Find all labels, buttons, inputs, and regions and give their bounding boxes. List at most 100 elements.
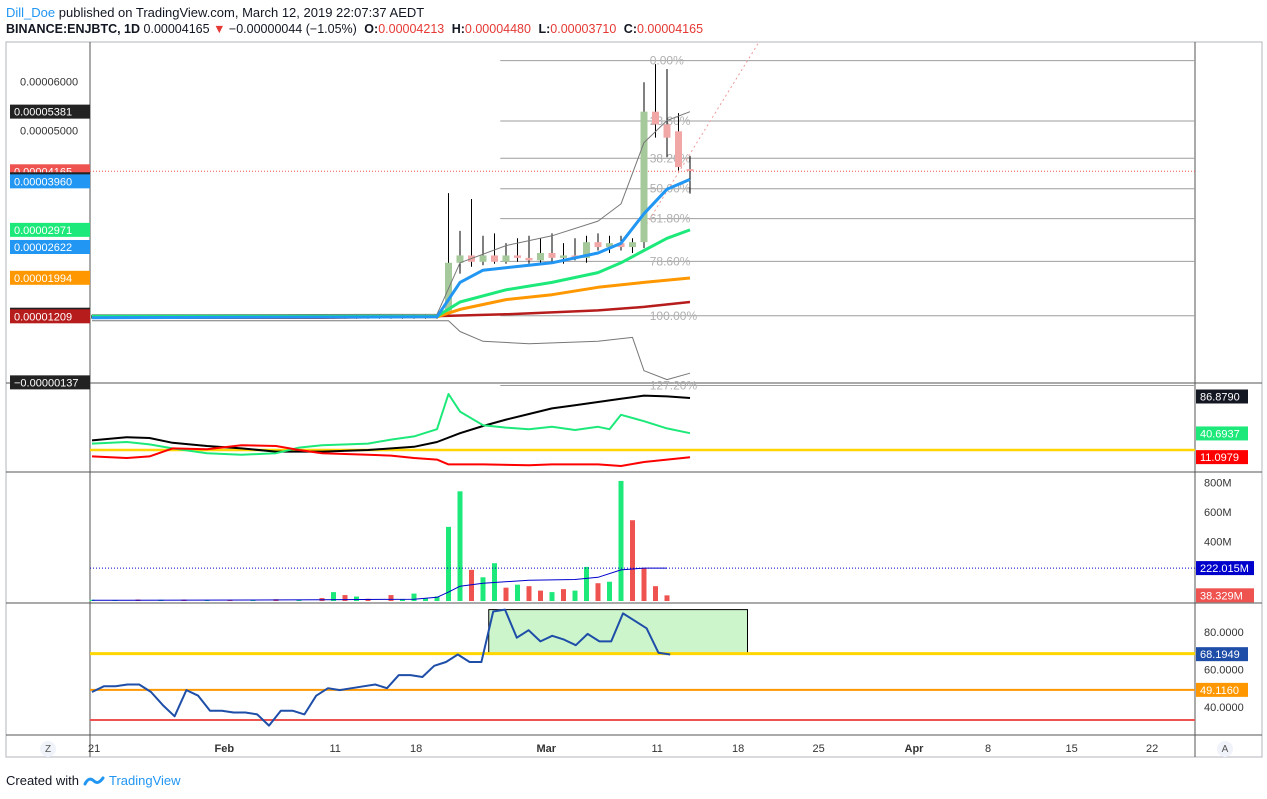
volume-bar — [331, 592, 336, 601]
low-value: 0.00003710 — [550, 22, 617, 36]
rsi-axis-tick: 60.0000 — [1204, 665, 1244, 677]
footer: Created with TradingView — [6, 773, 181, 788]
time-axis-tick: Mar — [537, 743, 557, 755]
dmi-series-line-2 — [91, 444, 691, 467]
volume-bar — [630, 520, 635, 601]
volume-bar — [549, 592, 555, 601]
fib-label-1: 23.60% — [650, 114, 691, 128]
volume-bar — [538, 590, 543, 601]
volume-bar — [354, 596, 359, 601]
volume-label-1: 38.329M — [1200, 590, 1243, 602]
volume-bar — [503, 587, 509, 601]
price-label-0: 0.00005381 — [14, 107, 72, 119]
tradingview-brand[interactable]: TradingView — [108, 773, 181, 788]
time-axis-tick: 18 — [410, 743, 422, 755]
fib-label-4: 61.80% — [650, 212, 691, 226]
volume-bar — [515, 584, 520, 601]
price-label-0-bg — [10, 104, 90, 119]
candle-body — [663, 124, 671, 138]
candle-body — [502, 255, 510, 262]
volume-axis-tick: 400M — [1204, 537, 1232, 549]
price-label-5-bg — [10, 239, 90, 254]
dmi-label-2-bg — [1196, 450, 1248, 465]
low-label: L: — [538, 22, 551, 36]
time-axis-tick: 15 — [1066, 743, 1078, 755]
volume-bar — [526, 586, 532, 601]
price-label-3: 0.00003960 — [14, 176, 72, 188]
down-arrow-icon: ▼ — [213, 22, 226, 36]
candle-body — [514, 255, 521, 258]
zoom-button[interactable]: Z — [40, 741, 56, 757]
time-axis-tick: Apr — [905, 743, 925, 755]
candle-body — [548, 252, 556, 258]
volume-bar — [607, 581, 612, 601]
time-axis-tick: Feb — [215, 743, 235, 755]
volume-bar — [411, 593, 417, 601]
close-label: C: — [623, 22, 637, 36]
volume-bar — [480, 577, 486, 601]
open-value: 0.00004213 — [378, 22, 445, 36]
volume-bar — [342, 595, 348, 601]
rsi-label-0-bg — [1196, 647, 1248, 662]
ema-blue-line — [91, 178, 691, 320]
dmi-label-0-bg — [1196, 389, 1248, 404]
rsi-label-0: 68.1949 — [1200, 649, 1240, 661]
dmi-label-2: 11.0979 — [1200, 452, 1239, 464]
price-axis-tick: 0.00006000 — [20, 76, 78, 88]
trend-dotted-line — [643, 41, 760, 229]
volume-ma-line — [91, 567, 667, 601]
rsi-axis-tick: 40.0000 — [1204, 702, 1244, 714]
volume-bar — [296, 599, 302, 601]
volume-bar — [89, 599, 95, 601]
time-axis-tick: 18 — [732, 743, 744, 755]
time-axis-tick: 21 — [88, 743, 100, 755]
symbol-info: BINANCE:ENJBTC, 1D 0.00004165 ▼ −0.00000… — [6, 22, 703, 36]
candle-body — [479, 255, 487, 262]
candle-body — [491, 255, 498, 262]
dmi-label-1: 40.6937 — [1200, 428, 1240, 440]
volume-bar — [434, 596, 440, 601]
dmi-series-line-0 — [91, 394, 691, 453]
candle-body — [594, 242, 602, 248]
price-label-9: −0.00000137 — [14, 377, 79, 389]
tradingview-logo-icon — [83, 776, 105, 785]
price-label-4-bg — [10, 222, 90, 237]
rsi-series-line — [91, 608, 671, 727]
volume-bar — [388, 595, 394, 601]
price-label-4: 0.00002971 — [14, 225, 72, 237]
candle-body — [675, 131, 682, 168]
rsi-highlight-box — [488, 609, 748, 655]
volume-bar — [653, 586, 658, 601]
volume-bar — [423, 598, 428, 601]
rsi-label-1-bg — [1196, 682, 1248, 697]
candle-body — [560, 255, 567, 258]
volume-bar — [204, 600, 210, 601]
last-price: 0.00004165 — [143, 22, 210, 36]
time-axis-tick: 11 — [330, 743, 341, 755]
volume-axis-tick: 800M — [1204, 477, 1232, 489]
fib-label-7: 127.20% — [650, 378, 698, 392]
author-link[interactable]: Dill_Doe — [6, 5, 56, 20]
fib-label-5: 78.60% — [650, 254, 691, 268]
candle-body — [686, 169, 694, 172]
volume-bar — [446, 526, 451, 601]
bollinger-lower-line — [92, 320, 691, 381]
candle-body — [606, 243, 613, 248]
bollinger-upper-line — [91, 111, 691, 316]
candle-body — [583, 242, 590, 258]
volume-bar — [641, 568, 647, 601]
volume-bar — [469, 569, 474, 601]
price-label-8: 0.00001209 — [14, 311, 72, 323]
symbol-name: BINANCE:ENJBTC, 1D — [6, 22, 141, 36]
price-label-9-bg — [10, 375, 90, 390]
high-value: 0.00004480 — [464, 22, 531, 36]
publish-info: Dill_Doe published on TradingView.com, M… — [6, 5, 424, 20]
volume-bar — [457, 491, 463, 601]
candle-body — [629, 242, 636, 248]
fib-label-6: 100.00% — [650, 309, 698, 323]
auto-scale-button[interactable]: A — [1217, 741, 1233, 757]
volume-label-0-bg — [1196, 561, 1254, 576]
close-value: 0.00004165 — [637, 22, 704, 36]
time-axis-tick: 8 — [985, 743, 991, 755]
